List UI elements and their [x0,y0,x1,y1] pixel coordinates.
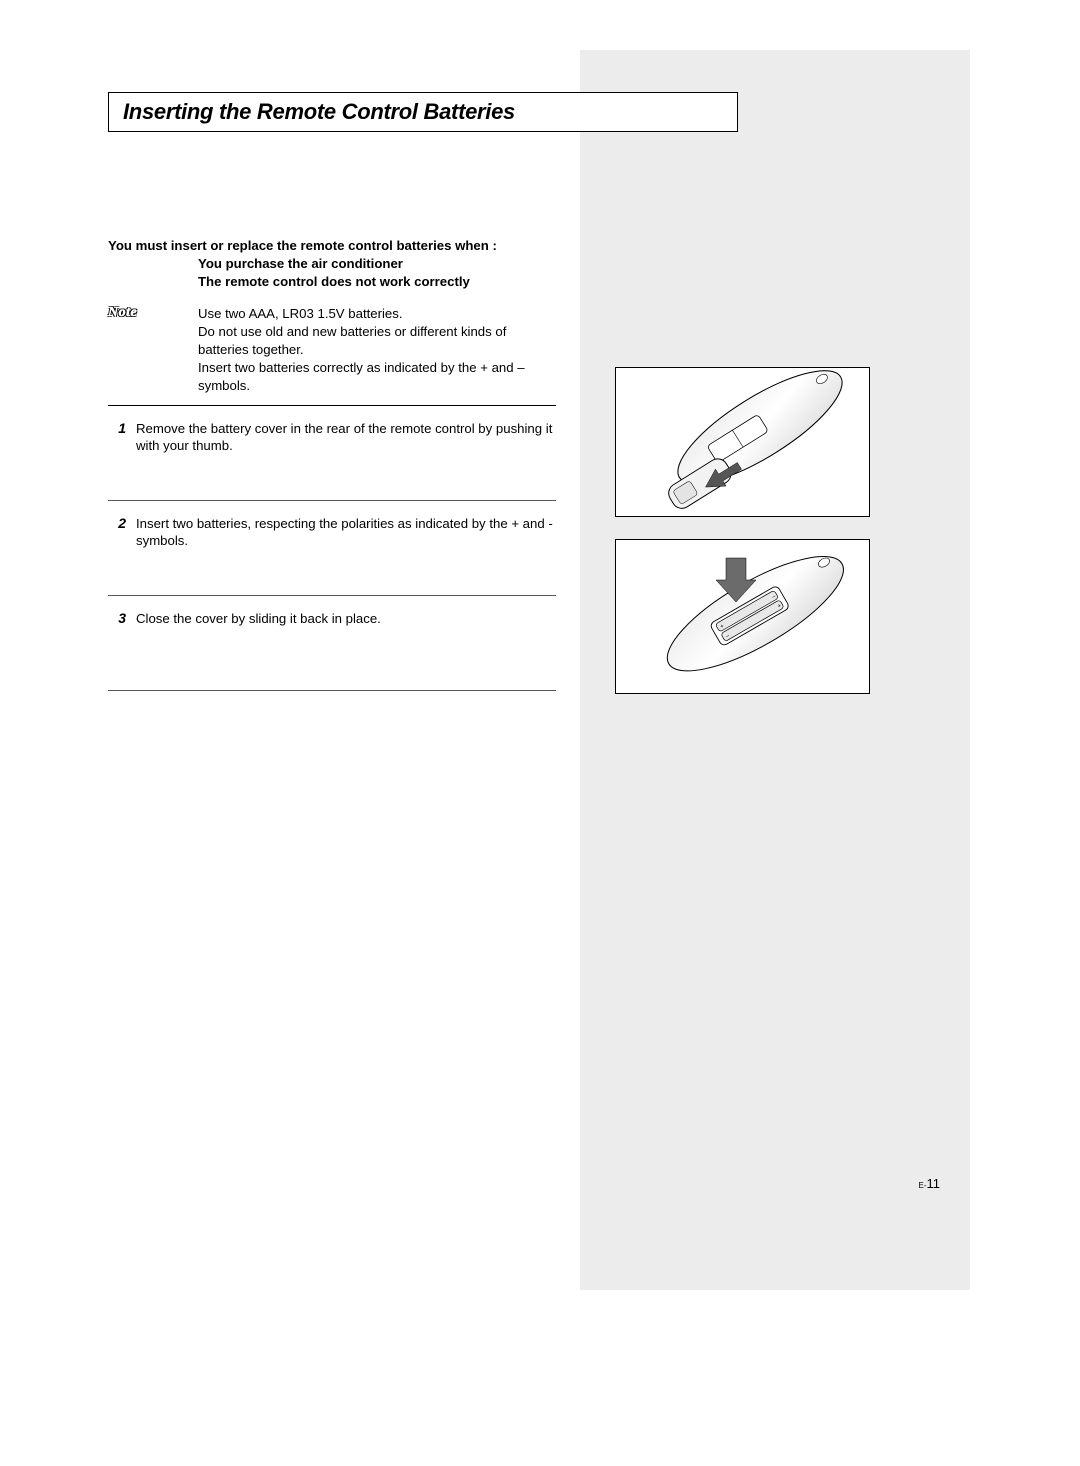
page-num-value: 11 [927,1176,941,1191]
note-line-2: Do not use old and new batteries or diff… [198,323,556,359]
note-row: Note Use two AAA, LR03 1.5V batteries. D… [108,305,556,394]
page-number: E-11 [919,1176,941,1191]
remote-cover-open-icon [616,368,870,517]
intro-block: You must insert or replace the remote co… [108,237,556,290]
step-1-text: Remove the battery cover in the rear of … [126,420,556,486]
step-2-number: 2 [108,515,126,581]
step-1-number: 1 [108,420,126,486]
section-title: Inserting the Remote Control Batteries [123,99,515,125]
note-label: Note [108,305,198,394]
step-2: 2 Insert two batteries, respecting the p… [108,501,556,595]
page-prefix: E- [919,1181,927,1190]
step-1: 1 Remove the battery cover in the rear o… [108,406,556,500]
divider-4 [108,690,556,691]
section-title-box: Inserting the Remote Control Batteries [108,92,738,132]
step-3-text: Close the cover by sliding it back in pl… [126,610,381,676]
step-3-number: 3 [108,610,126,676]
content-column: You must insert or replace the remote co… [108,237,556,691]
intro-line-2: You purchase the air conditioner [198,255,556,273]
intro-line-3: The remote control does not work correct… [198,273,556,291]
note-line-1: Use two AAA, LR03 1.5V batteries. [198,305,556,323]
remote-insert-batteries-icon: + – – + [616,540,870,694]
intro-line-1: You must insert or replace the remote co… [108,237,556,255]
note-line-3: Insert two batteries correctly as indica… [198,359,556,395]
step-2-text: Insert two batteries, respecting the pol… [126,515,556,581]
step-3: 3 Close the cover by sliding it back in … [108,596,556,690]
illustration-remote-cover [615,367,870,517]
note-body: Use two AAA, LR03 1.5V batteries. Do not… [198,305,556,394]
illustration-insert-batteries: + – – + [615,539,870,694]
